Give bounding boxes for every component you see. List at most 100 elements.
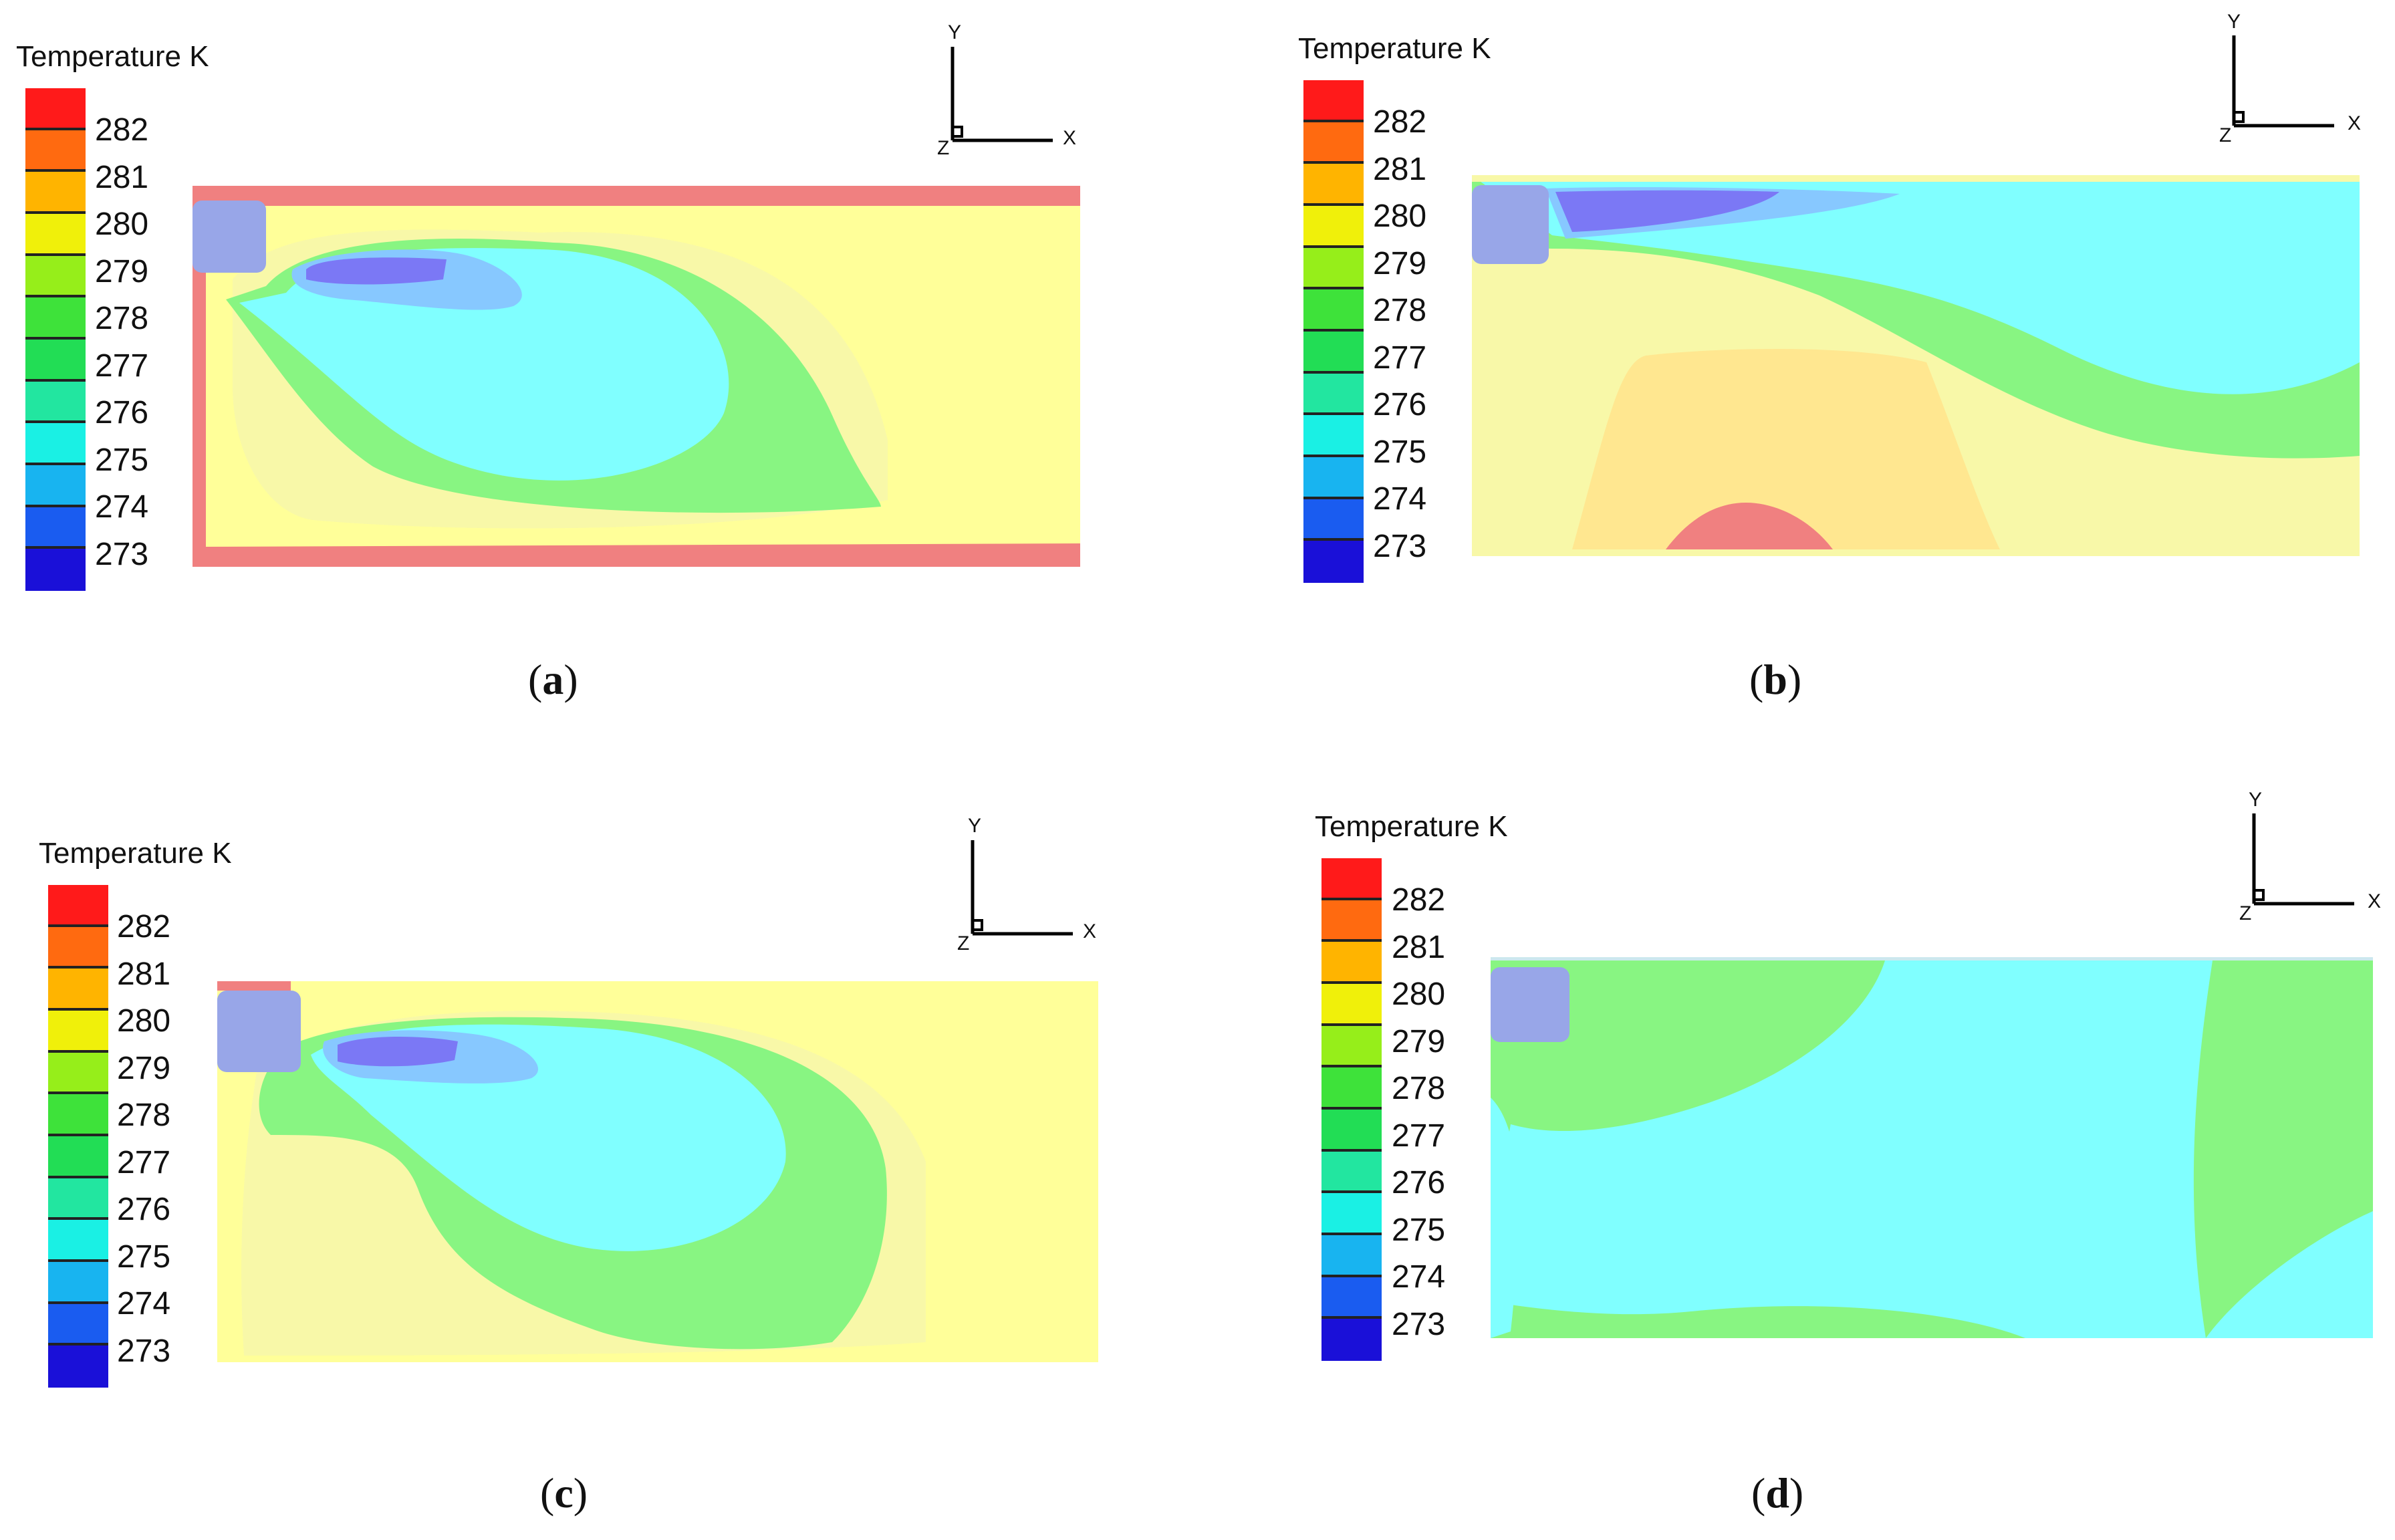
colorbar-swatch [25, 381, 86, 424]
colorbar-tick-label: 279 [1392, 1023, 1446, 1059]
colorbar-tick-label: 282 [1373, 104, 1427, 140]
inlet-block [217, 991, 301, 1072]
z-axis-label: Z [957, 932, 970, 954]
axis-triad: Y X Z [942, 815, 1096, 957]
colorbar-tick-label: 281 [1392, 929, 1446, 965]
colorbar-tick-label: 274 [1392, 1259, 1446, 1295]
colorbar-swatch [1321, 858, 1382, 900]
contour-top-strip [1491, 957, 2373, 960]
contour-orange-yellow-region [1572, 349, 2000, 549]
colorbar-swatch [48, 1094, 108, 1136]
colorbar-swatch [25, 507, 86, 549]
contour-cyan-left-region [1491, 1098, 1519, 1338]
colorbar-tick-label: 274 [117, 1286, 171, 1321]
y-axis-label: Y [2227, 11, 2241, 33]
colorbar-tick-label: 282 [1392, 882, 1446, 918]
colorbar-swatch [1321, 1319, 1382, 1361]
colorbar-tick-label: 276 [95, 395, 149, 430]
colorbar-swatch [1321, 1109, 1382, 1152]
colorbar-swatch [1321, 1025, 1382, 1068]
colorbar-tick-label: 278 [117, 1098, 171, 1133]
colorbar-swatch [48, 885, 108, 927]
colorbar-swatch [25, 172, 86, 214]
axis-triad-icon [971, 840, 1073, 936]
colorbar-tick-label: 273 [117, 1333, 171, 1369]
colorbar-swatch [1321, 1235, 1382, 1277]
colorbar-swatch [25, 297, 86, 340]
colorbar-tick-label: 280 [1392, 977, 1446, 1012]
contour-warm-region [217, 981, 291, 991]
colorbar-swatch [1303, 457, 1364, 499]
contour-violet-region [338, 1037, 458, 1067]
panel-c: Temperature K Y X Z (c) 282 281 280 279 2 [0, 770, 1198, 1540]
colorbar [1303, 80, 1364, 583]
colorbar-swatch [1303, 499, 1364, 541]
colorbar-tick-label: 275 [1392, 1212, 1446, 1248]
colorbar-swatch [1321, 1067, 1382, 1110]
colorbar-tick-label: 280 [1373, 199, 1427, 234]
colorbar-swatch [48, 1010, 108, 1053]
colorbar-swatch [1321, 1193, 1382, 1235]
colorbar-tick-label: 273 [1392, 1306, 1446, 1342]
axis-triad-icon [2232, 35, 2334, 128]
inlet-block [193, 201, 266, 273]
colorbar-tick-label: 277 [1373, 340, 1427, 376]
colorbar-swatch [1303, 373, 1364, 416]
colorbar-swatch [25, 549, 86, 591]
colorbar-swatch [1303, 247, 1364, 290]
legend-title: Temperature K [39, 837, 232, 870]
colorbar-swatch [1321, 1151, 1382, 1194]
colorbar-tick-label: 281 [1373, 151, 1427, 187]
colorbar-swatch [48, 1345, 108, 1388]
colorbar-swatch [1321, 900, 1382, 942]
colorbar-tick-label: 279 [95, 253, 149, 289]
colorbar-swatch [48, 1136, 108, 1178]
axis-triad: Y X Z [2227, 789, 2381, 934]
colorbar-swatch [25, 339, 86, 382]
z-axis-label: Z [2239, 902, 2252, 924]
panel-d: Temperature K Y X Z (d) 282 281 280 279 278 2… [1198, 770, 2395, 1540]
legend-title: Temperature K [1315, 810, 1508, 843]
colorbar-swatch [1303, 415, 1364, 457]
colorbar-tick-label: 281 [117, 956, 171, 992]
colorbar [1321, 858, 1382, 1361]
contour-cyan-region [1504, 960, 2213, 1338]
y-axis-label: Y [968, 815, 982, 837]
colorbar-swatch [1303, 122, 1364, 164]
contour-plot-d [1491, 957, 2373, 1338]
z-axis-label: Z [937, 137, 950, 159]
inlet-block [1491, 967, 1569, 1042]
axis-triad: Y X Z [2207, 11, 2361, 156]
colorbar-tick-label: 280 [117, 1003, 171, 1039]
panel-b: Temperature K Y X Z (b) 282 281 [1198, 0, 2395, 770]
colorbar-tick-label: 273 [1373, 528, 1427, 564]
caption-b: (b) [1749, 656, 1802, 703]
colorbar [25, 88, 86, 591]
contour-plot-a [193, 186, 1080, 567]
colorbar-swatch [1303, 331, 1364, 374]
axis-triad-icon [2252, 813, 2354, 906]
colorbar-swatch [25, 255, 86, 298]
colorbar-tick-label: 282 [95, 112, 149, 148]
legend-title: Temperature K [16, 40, 209, 73]
colorbar-swatch [25, 130, 86, 172]
colorbar-swatch [25, 213, 86, 256]
contour-plot-c [217, 981, 1098, 1362]
colorbar-tick-label: 277 [1392, 1118, 1446, 1154]
x-axis-label: X [2348, 112, 2362, 134]
colorbar-tick-label: 279 [117, 1050, 171, 1086]
colorbar-tick-label: 278 [1392, 1071, 1446, 1106]
colorbar-swatch [1303, 164, 1364, 206]
colorbar-tick-label: 278 [95, 301, 149, 336]
colorbar-tick-label: 281 [95, 159, 149, 195]
colorbar-swatch [48, 1052, 108, 1095]
contour-plot-b [1472, 175, 2360, 556]
colorbar-tick-label: 276 [117, 1192, 171, 1227]
x-axis-label: X [1083, 920, 1097, 942]
colorbar-swatch [48, 1220, 108, 1262]
inlet-block [1472, 185, 1549, 264]
colorbar-swatch [48, 1261, 108, 1304]
z-axis-label: Z [2219, 124, 2232, 146]
colorbar-tick-label: 280 [95, 207, 149, 242]
colorbar-swatch [25, 88, 86, 130]
